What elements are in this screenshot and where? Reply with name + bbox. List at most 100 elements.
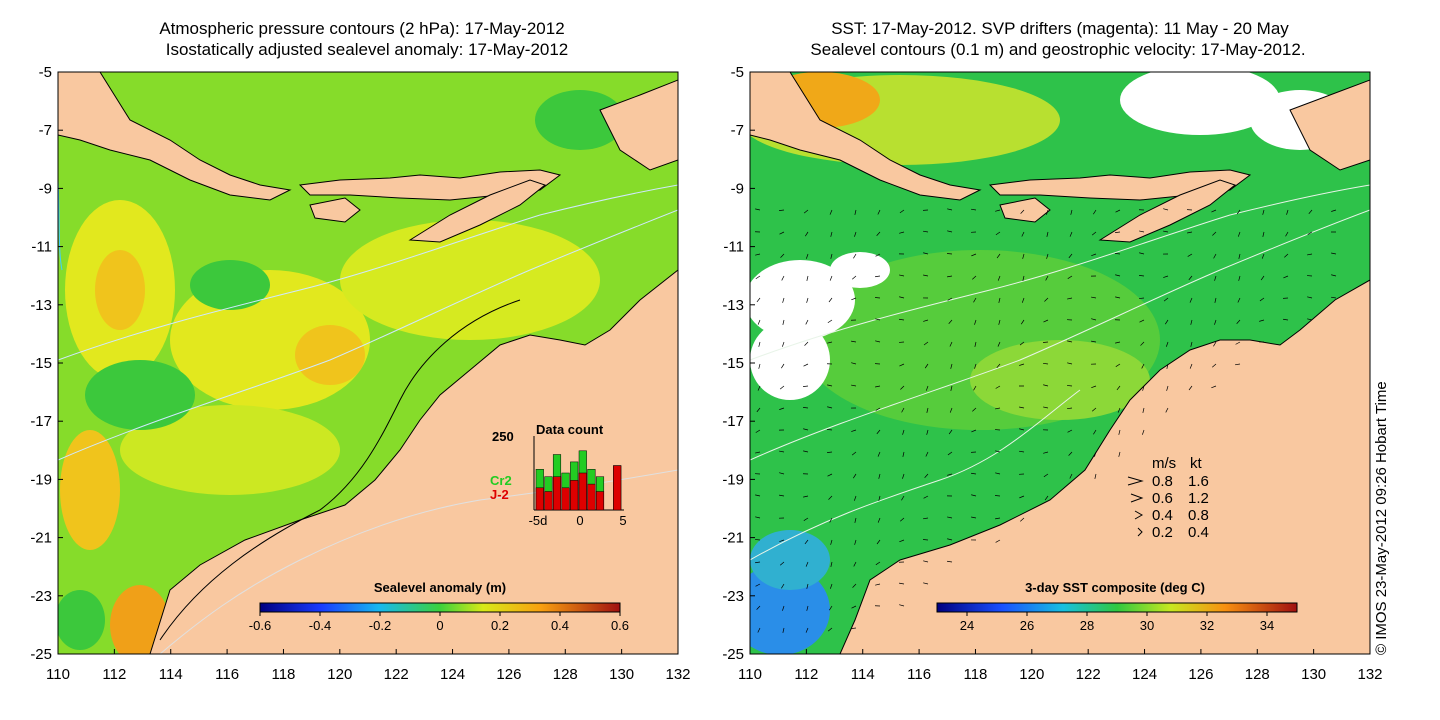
velocity-arrow <box>1069 473 1073 479</box>
bathymetry-contour <box>159 299 521 641</box>
velocity-arrow <box>971 208 977 211</box>
colorbar-tick-label: 0.6 <box>611 618 629 633</box>
velocity-arrow <box>1019 363 1025 366</box>
velocity-arrow <box>830 561 833 567</box>
sst-patch <box>970 340 1150 420</box>
y-tick-label: -11 <box>723 239 744 256</box>
velocity-arrow <box>854 539 857 545</box>
velocity-arrow <box>875 407 881 411</box>
colorbar-tick-label: -0.6 <box>249 618 271 633</box>
velocity-arrow <box>1236 319 1241 324</box>
velocity-arrow <box>782 627 785 633</box>
velocity-arrow <box>1019 341 1025 346</box>
velocity-arrow <box>854 209 857 215</box>
velocity-arrow <box>899 318 905 321</box>
velocity-arrow <box>806 583 809 589</box>
velocity-arrow <box>1238 275 1241 281</box>
left-colorbar-label: Sealevel anomaly (m) <box>374 580 506 595</box>
right-colorbar-ticks: 24 26 28 30 32 34 <box>960 612 1274 633</box>
x-tick-label: 126 <box>496 666 521 683</box>
velocity-arrow <box>1283 318 1289 321</box>
velocity-legend-rows: 0.8 1.60.6 1.20.4 0.80.2 0.4 <box>1127 473 1209 541</box>
velocity-arrow <box>1236 209 1241 215</box>
velocity-arrow <box>923 582 929 585</box>
velocity-legend-ms: 0.6 <box>1152 490 1173 507</box>
left-axis-ticks: -5 -7 -9 -11 -13 -15 -17 -19 -21 -23 -25 110 112 114 1… <box>30 64 690 683</box>
velocity-arrow <box>779 231 785 235</box>
velocity-arrow <box>827 384 833 387</box>
x-tick-label: 110 <box>738 666 762 683</box>
velocity-arrow <box>1043 362 1049 365</box>
velocity-legend: m/s kt 0.8 1.60.6 1.20.4 0.80.2 0.4 <box>1127 455 1209 541</box>
sst-patch <box>750 565 830 654</box>
velocity-arrow <box>827 473 833 477</box>
velocity-arrow <box>853 561 857 567</box>
velocity-arrow <box>1118 451 1121 457</box>
x-tick-label: 128 <box>553 666 578 683</box>
velocity-arrow <box>924 473 929 478</box>
velocity-arrow <box>878 495 881 501</box>
velocity-arrow <box>803 363 809 367</box>
velocity-arrow <box>803 517 809 522</box>
left-map-content <box>58 72 678 654</box>
velocity-arrow <box>995 231 1001 236</box>
velocity-arrow <box>1211 209 1217 213</box>
velocity-arrow <box>1091 318 1097 321</box>
colorbar-tick-label: 0.4 <box>551 618 569 633</box>
velocity-arrow <box>782 341 785 347</box>
velocity-arrow <box>755 451 761 454</box>
velocity-arrow <box>899 209 905 214</box>
velocity-arrow <box>804 539 809 545</box>
velocity-arrow <box>1094 451 1097 457</box>
velocity-arrow <box>995 517 1001 520</box>
velocity-arrow <box>998 297 1001 303</box>
velocity-arrow <box>755 429 761 433</box>
count-bar-j2 <box>535 487 544 511</box>
x-tick-label: 118 <box>963 666 987 683</box>
velocity-arrow <box>782 319 785 325</box>
y-tick-label: -17 <box>30 413 52 430</box>
velocity-arrow <box>997 341 1001 347</box>
velocity-arrow <box>1046 209 1049 215</box>
velocity-arrow <box>947 560 953 563</box>
velocity-arrow <box>924 363 929 369</box>
colorbar-tick-label: -0.2 <box>369 618 391 633</box>
count-bar-j2 <box>587 483 596 511</box>
velocity-arrow <box>877 451 881 457</box>
timor-island <box>408 179 547 243</box>
x-tick-label: 126 <box>1188 666 1213 683</box>
velocity-arrow <box>830 539 833 545</box>
velocity-arrow <box>1141 363 1145 369</box>
y-tick-label: -21 <box>30 530 52 547</box>
velocity-arrow <box>1115 341 1121 344</box>
velocity-arrow <box>971 472 977 475</box>
velocity-arrow <box>877 517 881 523</box>
velocity-arrow <box>899 231 905 234</box>
velocity-arrow <box>1308 209 1313 215</box>
velocity-arrow <box>899 539 905 543</box>
velocity-arrow <box>1020 517 1025 522</box>
velocity-arrow <box>1022 275 1025 281</box>
velocity-arrow <box>1142 407 1145 413</box>
velocity-arrow <box>899 604 905 607</box>
velocity-arrow <box>827 406 833 409</box>
velocity-arrow <box>974 363 977 369</box>
velocity-arrow <box>851 605 857 609</box>
y-tick-label: -7 <box>731 122 744 139</box>
velocity-arrow <box>1046 253 1049 259</box>
velocity-arrow <box>1094 473 1097 479</box>
velocity-arrow <box>755 583 761 587</box>
velocity-arrow <box>1091 385 1097 389</box>
velocity-arrow <box>829 605 833 611</box>
velocity-arrow <box>1165 407 1169 413</box>
velocity-arrow <box>948 319 953 325</box>
timor-island <box>1098 179 1237 243</box>
velocity-arrow <box>923 274 929 277</box>
velocity-arrow <box>782 605 785 611</box>
velocity-arrow <box>900 385 905 390</box>
velocity-arrow <box>1188 385 1193 391</box>
velocity-arrow <box>1118 429 1121 435</box>
velocity-arrow <box>755 561 761 564</box>
velocity-arrow <box>995 385 1001 389</box>
